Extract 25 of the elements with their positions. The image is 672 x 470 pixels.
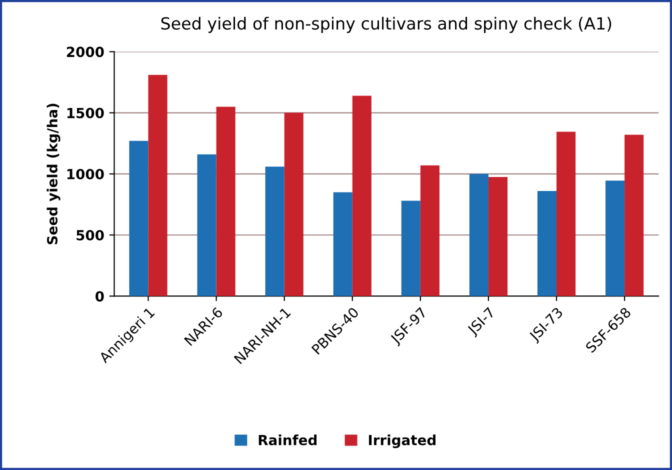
- bar: [401, 200, 420, 296]
- bar: [352, 96, 372, 296]
- bar: [129, 140, 148, 296]
- bar: [537, 191, 556, 296]
- y-tick-label: 0: [96, 291, 104, 302]
- bar: [197, 154, 216, 296]
- bar: [556, 132, 576, 296]
- bar: [148, 74, 168, 296]
- y-axis-title: Seed yield (kg/ha): [46, 104, 60, 244]
- bar: [265, 166, 284, 296]
- chart-title: Seed yield of non-spiny cultivars and spiny check (A1): [161, 16, 612, 33]
- legend-label: Rainfed: [258, 434, 317, 446]
- bar: [488, 176, 508, 296]
- y-tick-label: 500: [76, 230, 104, 240]
- bar: [284, 112, 304, 296]
- y-tick-label: 1000: [67, 168, 104, 180]
- bar: [469, 174, 488, 296]
- bar: [624, 134, 644, 296]
- legend-label: Irrigated: [368, 434, 436, 448]
- bar: [420, 165, 440, 296]
- y-tick-label: 1500: [67, 108, 104, 118]
- y-tick-label: 2000: [66, 46, 104, 58]
- bar: [333, 192, 352, 296]
- bar: [216, 106, 236, 296]
- bar: [605, 180, 625, 296]
